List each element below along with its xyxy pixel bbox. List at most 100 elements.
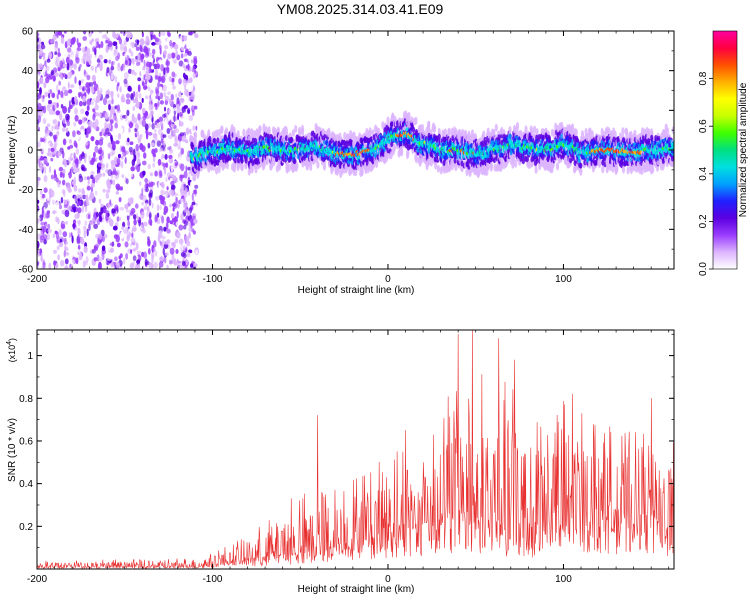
spectrogram-noise-cell: [117, 52, 120, 60]
spectrogram-noise-cell: [168, 134, 173, 140]
spectrogram-noise-cell: [134, 103, 139, 108]
spectrogram-noise-cell: [62, 58, 65, 63]
spectrogram-noise-cell: [65, 221, 68, 225]
spectrogram-noise-cell: [163, 241, 169, 245]
spectrogram-noise-cell: [104, 238, 108, 247]
spectrogram-noise-cell: [107, 202, 110, 209]
spectrogram-noise-cell: [131, 232, 134, 238]
spectrogram-sparse-cell: [223, 54, 226, 59]
spectrogram-noise-cell: [181, 94, 186, 99]
spectrogram-noise-cell: [73, 121, 77, 127]
spectrogram-noise-cell: [60, 36, 64, 44]
spectrogram-noise-cell: [147, 239, 151, 247]
spectrogram-sparse-cell: [280, 242, 284, 247]
spectrogram-noise-cell: [188, 227, 192, 232]
spectrogram-noise-cell: [186, 240, 191, 247]
spectrogram-noise-cell: [123, 71, 129, 80]
spectrogram-noise-cell: [120, 65, 123, 72]
spectrogram-noise-cell: [178, 60, 184, 67]
spectrogram-noise-cell: [167, 91, 171, 96]
spectrogram-noise-cell: [63, 161, 68, 168]
spectrogram-noise-cell: [169, 126, 173, 131]
spectrogram-noise-cell: [37, 218, 40, 224]
spectrogram-noise-cell: [134, 127, 138, 133]
spectrogram-noise-cell: [67, 47, 72, 53]
spectrogram-sparse-cell: [228, 107, 231, 112]
spectrogram-noise-cell: [156, 251, 161, 258]
spectrogram-noise-cell: [123, 40, 127, 46]
spectrogram-noise-cell: [86, 185, 92, 191]
spectrogram-noise-cell: [129, 262, 134, 269]
spectrogram-noise-cell: [43, 81, 47, 89]
spectrogram-noise-cell: [40, 238, 43, 243]
spectrogram-noise-cell: [151, 142, 155, 147]
spectrogram-sparse-cell: [201, 199, 204, 204]
spectrogram-noise-cell: [87, 87, 90, 95]
spectrogram-noise-cell: [98, 31, 103, 34]
spectrogram-noise-cell: [100, 41, 104, 49]
spectrogram-noise-cell: [166, 186, 169, 191]
spectrogram-sparse-cell: [202, 80, 205, 85]
spectrogram-noise-cell: [62, 117, 66, 124]
spectrogram-noise-cell: [56, 93, 59, 100]
spectrogram-noise-cell: [153, 247, 156, 253]
spectrogram-noise-cell: [170, 165, 174, 173]
spectrogram-noise-cell: [99, 149, 104, 157]
spectrogram-noise-cell: [98, 162, 102, 168]
spectrogram-noise-cell: [86, 198, 89, 206]
spectrogram-noise-cell: [125, 93, 131, 99]
spectrogram-noise-cell: [188, 115, 194, 121]
spectrogram-noise-cell: [55, 177, 59, 183]
spectrogram-noise-cell: [101, 164, 105, 169]
spectrogram-noise-cell: [55, 60, 59, 66]
spectrogram-ridge-cell: [224, 127, 229, 136]
spectrogram-noise-cell: [104, 78, 108, 86]
spectrogram-sparse-cell: [289, 239, 292, 244]
spectrogram-noise-cell: [46, 104, 51, 112]
spectrogram-ridge-cell: [242, 128, 246, 137]
spectrogram-noise-cell: [71, 54, 74, 61]
spectrogram-noise-cell: [148, 103, 153, 111]
spectrogram-noise-cell: [138, 219, 142, 227]
spectrogram-noise-cell: [85, 110, 89, 116]
spectrogram-noise-cell: [37, 74, 40, 81]
spectrogram-noise-cell: [150, 93, 156, 100]
spectrogram-noise-cell: [47, 147, 51, 153]
spectrogram-noise-cell: [62, 72, 67, 78]
spectrogram-noise-cell: [52, 249, 58, 254]
spectrogram-noise-cell: [179, 132, 184, 137]
spectrogram-noise-cell: [157, 101, 160, 107]
spectrogram-noise-cell: [146, 210, 151, 214]
spectrogram-sparse-cell: [254, 32, 257, 37]
spectrogram-noise-cell: [62, 127, 66, 132]
spectrogram-noise-cell: [72, 242, 75, 248]
spectrogram-noise-cell: [93, 151, 96, 159]
spectrogram-noise-cell: [175, 221, 180, 227]
spectrogram-noise-cell: [111, 98, 114, 105]
spectrogram-noise-cell: [84, 220, 88, 226]
spectrogram-noise-cell: [141, 97, 144, 103]
spectrogram-noise-cell: [118, 197, 122, 203]
spectrogram-noise-cell: [135, 242, 139, 250]
spectrogram-noise-cell: [100, 206, 104, 215]
spectrogram-noise-cell: [105, 45, 109, 54]
spectrogram-noise-cell: [93, 223, 98, 229]
spectrogram-noise-cell: [70, 232, 73, 237]
spectrogram-noise-cell: [86, 74, 91, 81]
spectrogram-noise-cell: [91, 41, 97, 48]
spectrogram-noise-cell: [109, 242, 115, 247]
spectrogram-noise-cell: [46, 210, 51, 215]
spectrogram-sparse-cell: [320, 191, 323, 195]
spectrogram-noise-cell: [106, 66, 110, 74]
spectrogram-ridge-cell: [244, 157, 248, 164]
spectrogram-noise-cell: [179, 35, 183, 42]
spectrogram-sparse-cell: [203, 252, 206, 257]
spectrogram-noise-cell: [195, 125, 198, 131]
spectrogram-noise-cell: [123, 45, 128, 53]
spectrogram-noise-cell: [124, 226, 129, 235]
spectrogram-noise-cell: [123, 53, 128, 58]
spectrogram-noise-cell: [161, 215, 165, 224]
spectrogram-noise-cell: [162, 134, 167, 138]
spectrogram-noise-cell: [91, 217, 96, 223]
spectrogram-noise-cell: [42, 226, 47, 233]
